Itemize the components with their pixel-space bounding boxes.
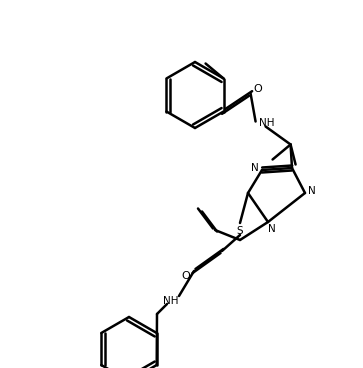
Text: NH: NH xyxy=(259,118,274,128)
Text: O: O xyxy=(182,271,190,281)
Text: N: N xyxy=(268,224,276,234)
Text: N: N xyxy=(251,163,259,173)
Text: N: N xyxy=(308,186,316,196)
Text: O: O xyxy=(253,84,262,93)
Text: S: S xyxy=(237,226,243,236)
Text: NH: NH xyxy=(163,296,179,306)
